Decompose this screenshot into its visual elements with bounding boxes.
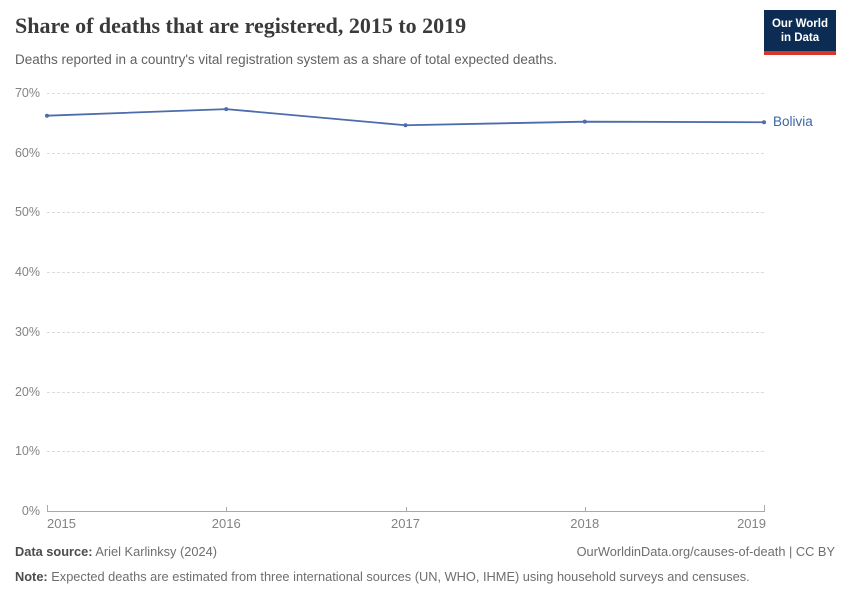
gridline-50: [47, 212, 764, 214]
x-tick-2018: [584, 507, 586, 511]
y-tick-label-0: 0%: [21, 504, 40, 518]
y-tick-label-10: 10%: [14, 444, 40, 459]
footer-datasource: Data source: Ariel Karlinksy (2024): [15, 544, 217, 559]
series-label-bolivia[interactable]: Bolivia: [773, 114, 813, 130]
owid-logo: Our World in Data: [763, 10, 836, 55]
x-tick-label-2018: 2018: [570, 516, 600, 531]
chart-title: Share of deaths that are registered, 201…: [15, 13, 467, 38]
data-point-bolivia-2018[interactable]: [582, 119, 587, 124]
data-point-bolivia-2015[interactable]: [45, 113, 49, 118]
data-point-bolivia-2019[interactable]: [762, 120, 766, 125]
footer-note: Note: Expected deaths are estimated from…: [15, 569, 750, 584]
y-tick-label-30: 30%: [14, 324, 40, 339]
y-tick-label-50: 50%: [14, 205, 40, 220]
data-point-bolivia-2017[interactable]: [403, 123, 408, 128]
x-tick-label-2015: 2015: [47, 516, 76, 531]
datasource-label: Data source:: [15, 544, 93, 559]
owid-logo-line2: in Data: [780, 32, 820, 45]
owid-logo-line1: Our World: [771, 18, 828, 30]
x-tick-label-2017: 2017: [391, 516, 420, 531]
y-tick-label-70: 70%: [14, 86, 40, 100]
gridline-10: [47, 451, 764, 453]
y-tick-label-60: 60%: [14, 145, 40, 160]
note-value: Expected deaths are estimated from three…: [47, 569, 750, 584]
gridline-30: [47, 331, 764, 333]
gridline-70: [47, 93, 764, 94]
gridline-20: [47, 391, 764, 393]
x-tick-2017: [405, 507, 407, 511]
gridline-60: [47, 152, 764, 154]
series-line-bolivia[interactable]: [46, 108, 765, 127]
chart-subtitle: Deaths reported in a country's vital reg…: [15, 52, 558, 67]
footer-license-link[interactable]: OurWorldinData.org/causes-of-death | CC …: [576, 544, 835, 559]
x-tick-label-2016: 2016: [211, 516, 241, 531]
x-tick-2016: [226, 507, 228, 511]
x-axis-line: [47, 511, 765, 512]
x-tick-2019: [764, 505, 765, 511]
datasource-value: Ariel Karlinksy (2024): [92, 544, 217, 559]
y-tick-label-20: 20%: [14, 384, 40, 399]
x-tick-2015: [47, 505, 48, 511]
data-point-bolivia-2016[interactable]: [224, 107, 229, 112]
gridline-40: [47, 272, 764, 274]
note-label: Note:: [15, 569, 48, 584]
y-tick-label-40: 40%: [14, 265, 40, 280]
x-tick-label-2019: 2019: [737, 516, 766, 531]
